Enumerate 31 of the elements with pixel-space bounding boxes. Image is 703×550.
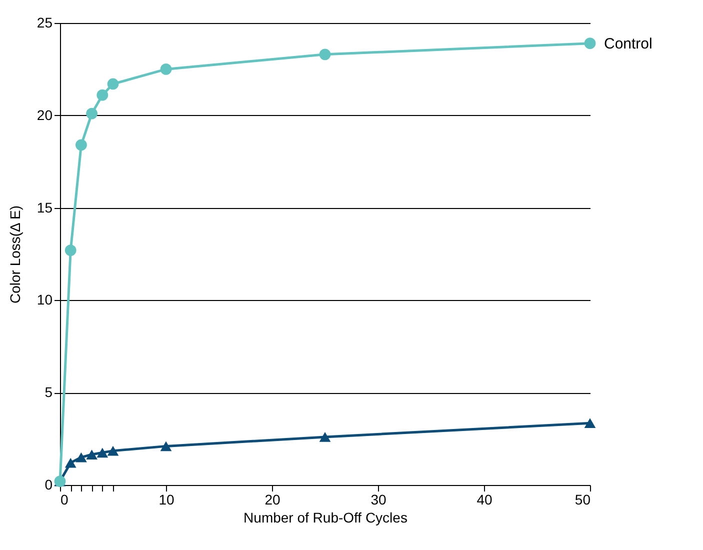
x-tick-label: 30 [370,492,386,508]
point [76,139,87,151]
x-tick-label: 40 [476,492,492,508]
point [86,450,98,460]
y-tick-label: 15 [36,199,53,216]
y-tick-label: 5 [44,384,53,400]
point [86,108,98,120]
x-tick-label: 50 [574,492,591,508]
x-axis-title: Number of Rub-Off Cycles [244,510,408,526]
point [107,78,119,90]
series-label: Control [604,35,652,52]
point [76,452,87,462]
point [584,38,596,50]
x-tick-label: 20 [264,492,280,508]
x-tick-label: 10 [158,492,174,508]
y-axis-title: Color Loss(Δ E) [6,205,23,304]
point [319,48,331,60]
point [64,458,76,468]
point [584,418,596,428]
point [319,432,331,442]
y-tick-label: 20 [36,106,53,123]
point [107,446,119,456]
y-tick-label: 25 [36,14,53,30]
y-tick-label: 0 [44,476,53,492]
point [160,441,172,452]
x-tick-label: 0 [60,492,68,508]
point [64,244,76,256]
point [96,89,108,101]
y-tick-label: 10 [36,292,53,308]
point [160,64,172,75]
point [96,448,108,458]
